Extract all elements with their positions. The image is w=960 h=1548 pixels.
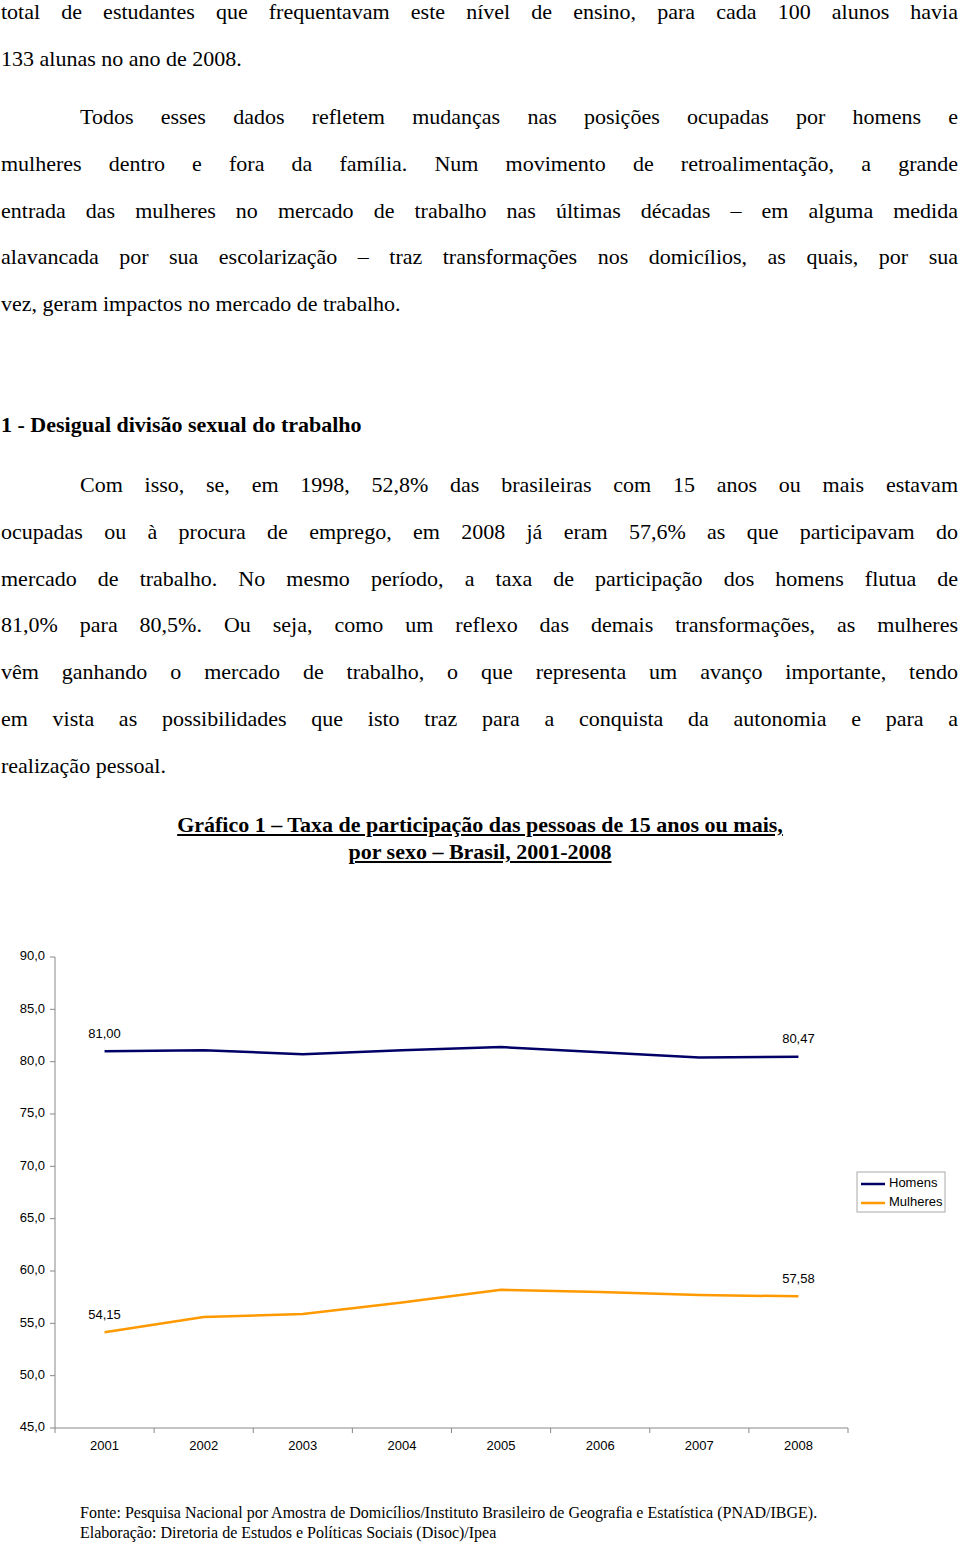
y-tick-label: 50,0	[20, 1367, 45, 1382]
y-tick-label: 90,0	[20, 948, 45, 963]
y-tick	[50, 1271, 55, 1272]
text-line: em vista as possibilidades que isto traz…	[1, 706, 958, 732]
text-line: alavancada por sua escolarização – traz …	[1, 244, 958, 270]
x-tick	[451, 1428, 452, 1433]
x-tick	[55, 1428, 56, 1433]
y-tick	[50, 957, 55, 958]
x-tick	[848, 1428, 849, 1433]
y-tick-label: 80,0	[20, 1053, 45, 1068]
y-tick-label: 60,0	[20, 1262, 45, 1277]
y-tick	[50, 1009, 55, 1010]
x-tick	[154, 1428, 155, 1433]
text-line: Com isso, se, em 1998, 52,8% das brasile…	[80, 472, 958, 498]
data-label: 80,47	[782, 1031, 815, 1046]
text-line: realização pessoal.	[1, 753, 166, 779]
text-line: total de estudantes que frequentavam est…	[1, 0, 958, 25]
y-tick	[50, 1428, 55, 1429]
section-heading: 1 - Desigual divisão sexual do trabalho	[1, 412, 362, 438]
series-line	[105, 1047, 799, 1057]
chart-title: Gráfico 1 – Taxa de participação das pes…	[0, 812, 960, 838]
text-line: Todos esses dados refletem mudanças nas …	[80, 104, 958, 130]
credit-note: Elaboração: Diretoria de Estudos e Polít…	[80, 1523, 496, 1543]
legend-label: Homens	[889, 1175, 938, 1190]
y-tick	[50, 1166, 55, 1167]
text-line: mercado de trabalho. No mesmo período, a…	[1, 566, 958, 592]
x-tick-label: 2001	[90, 1438, 119, 1453]
y-tick-label: 85,0	[20, 1001, 45, 1016]
text-line: 81,0% para 80,5%. Ou seja, como um refle…	[1, 612, 958, 638]
data-label: 81,00	[88, 1026, 121, 1041]
y-tick-label: 75,0	[20, 1105, 45, 1120]
y-axis	[55, 957, 56, 1428]
x-tick-label: 2004	[387, 1438, 416, 1453]
chart: 45,0 50,0 55,0 60,0 65,0 70,0 75,0 80,0 85,0 90,0…	[0, 0, 960, 1548]
y-tick-label: 45,0	[20, 1419, 45, 1434]
data-label: 57,58	[782, 1271, 815, 1286]
y-tick	[50, 1218, 55, 1219]
x-tick-label: 2003	[288, 1438, 317, 1453]
plot-area	[105, 1047, 799, 1332]
text-line: 133 alunas no ano de 2008.	[1, 46, 242, 72]
x-tick-label: 2005	[487, 1438, 516, 1453]
y-tick	[50, 1323, 55, 1324]
source-note: Fonte: Pesquisa Nacional por Amostra de …	[80, 1503, 817, 1523]
text-line: entrada das mulheres no mercado de traba…	[1, 198, 958, 224]
data-label: 54,15	[88, 1307, 121, 1322]
x-tick	[748, 1428, 749, 1433]
x-tick-label: 2006	[586, 1438, 615, 1453]
text-line: ocupadas ou à procura de emprego, em 200…	[1, 519, 958, 545]
legend-swatch	[861, 1183, 885, 1186]
legend-label: Mulheres	[889, 1194, 943, 1209]
text-line: vêm ganhando o mercado de trabalho, o qu…	[1, 659, 958, 685]
y-tick	[50, 1375, 55, 1376]
legend	[857, 1172, 945, 1212]
y-tick	[50, 1061, 55, 1062]
y-tick-label: 65,0	[20, 1210, 45, 1225]
legend-swatch	[861, 1202, 885, 1205]
x-tick-label: 2008	[784, 1438, 813, 1453]
y-tick-label: 55,0	[20, 1315, 45, 1330]
x-tick-label: 2002	[189, 1438, 218, 1453]
x-tick	[352, 1428, 353, 1433]
x-tick	[649, 1428, 650, 1433]
y-tick	[50, 1114, 55, 1115]
series-line	[105, 1290, 799, 1332]
chart-subtitle: por sexo – Brasil, 2001-2008	[0, 839, 960, 865]
x-tick-label: 2007	[685, 1438, 714, 1453]
text-line: mulheres dentro e fora da família. Num m…	[1, 151, 958, 177]
text-line: vez, geram impactos no mercado de trabal…	[1, 291, 401, 317]
y-tick-label: 70,0	[20, 1158, 45, 1173]
x-tick	[253, 1428, 254, 1433]
x-tick	[550, 1428, 551, 1433]
